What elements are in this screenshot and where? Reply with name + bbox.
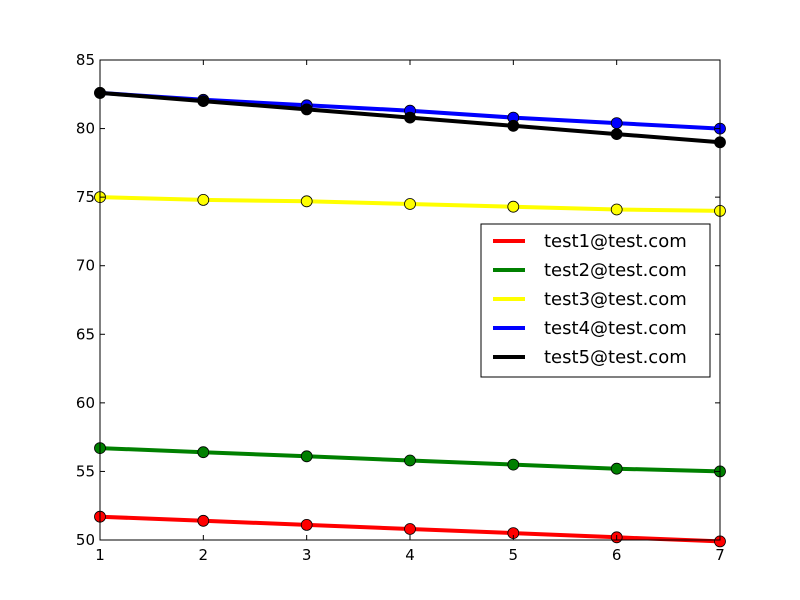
y-tick-label: 70: [76, 257, 95, 275]
x-tick-label: 4: [405, 546, 415, 564]
data-point: [404, 198, 416, 210]
y-tick-label: 75: [76, 188, 95, 206]
data-point: [300, 195, 313, 208]
series-lines: [94, 87, 726, 548]
x-tick-label: 5: [509, 546, 519, 564]
y-tick-label: 85: [76, 51, 95, 69]
axes: 1 2 3 4 5 6 7 50 55 60 65 70 75 80 85: [76, 51, 725, 564]
data-point: [610, 128, 623, 141]
data-point: [610, 462, 623, 475]
data-point: [610, 117, 623, 129]
data-point: [507, 119, 520, 132]
data-point: [610, 203, 623, 216]
x-tick-label: 1: [95, 546, 105, 564]
data-point: [197, 446, 210, 459]
x-tick-label: 6: [612, 546, 622, 564]
data-point: [300, 519, 313, 531]
data-point: [197, 514, 210, 527]
legend-label-1: test1@test.com: [544, 231, 687, 252]
y-tick-label: 80: [76, 120, 95, 138]
data-point: [197, 95, 210, 107]
data-point: [507, 200, 520, 213]
data-point: [404, 111, 416, 124]
y-tick-label: 50: [76, 531, 95, 549]
y-tick-label: 60: [76, 394, 95, 412]
legend-label-2: test2@test.com: [544, 260, 687, 281]
data-point: [507, 458, 520, 471]
y-tick-label: 65: [76, 325, 95, 343]
legend-label-5: test5@test.com: [544, 347, 687, 368]
legend-label-3: test3@test.com: [544, 289, 687, 310]
data-point: [404, 523, 416, 535]
data-point: [300, 450, 313, 463]
x-tick-label: 3: [302, 546, 312, 564]
data-point: [300, 103, 313, 116]
y-tick-label: 55: [76, 462, 95, 480]
x-tick-label: 2: [199, 546, 209, 564]
data-point: [197, 193, 210, 206]
legend-label-4: test4@test.com: [544, 318, 687, 339]
legend: test1@test.com test2@test.com test3@test.c…: [480, 223, 711, 378]
x-tick-label: 7: [715, 546, 725, 564]
data-point: [404, 454, 416, 467]
